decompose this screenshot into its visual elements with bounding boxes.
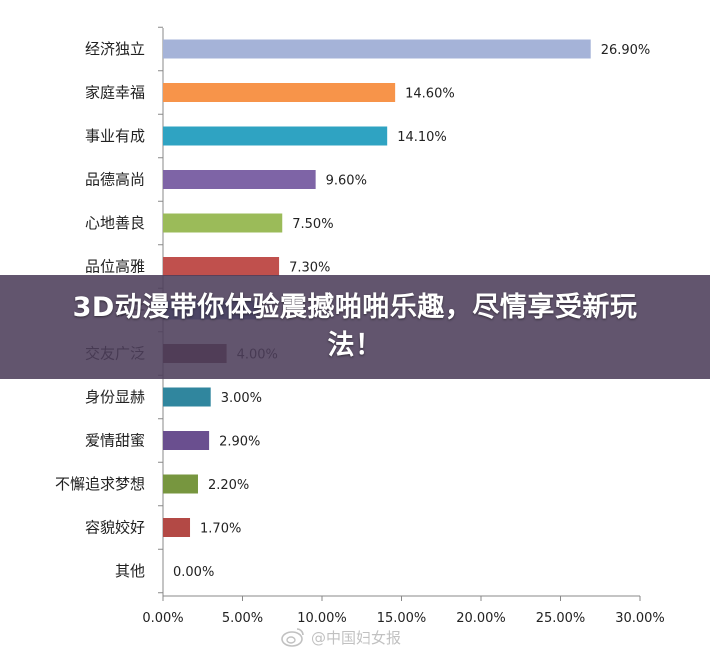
bar [163, 257, 280, 276]
category-label: 品德高尚 [85, 171, 145, 189]
value-label: 2.20% [208, 478, 249, 493]
x-tick-label: 20.00% [456, 611, 506, 626]
category-label: 身份显赫 [85, 388, 145, 406]
bar [163, 431, 210, 450]
category-label: 心地善良 [85, 214, 145, 232]
bar [163, 83, 396, 102]
banner-title: 3D动漫带你体验震撼啪啪乐趣，尽情享受新玩法！ [72, 292, 638, 361]
category-label: 品位高雅 [85, 258, 145, 276]
value-label: 3.00% [221, 391, 262, 406]
category-label: 不懈追求梦想 [55, 475, 145, 493]
x-tick-label: 15.00% [377, 611, 427, 626]
value-label: 2.90% [219, 435, 260, 450]
value-label: 1.70% [200, 522, 241, 537]
bar [163, 213, 283, 233]
bar [163, 387, 211, 407]
value-label: 9.60% [326, 174, 367, 189]
x-tick-label: 30.00% [615, 611, 665, 626]
value-label: 7.50% [292, 217, 333, 232]
weibo-icon [281, 628, 304, 647]
value-label: 26.90% [601, 43, 651, 58]
watermark-text: @中国妇女报 [311, 628, 402, 647]
category-label: 经济独立 [85, 40, 145, 58]
value-label: 7.30% [289, 261, 330, 276]
value-label: 14.60% [405, 87, 455, 102]
x-tick-label: 10.00% [297, 611, 347, 626]
x-tick-label: 25.00% [536, 611, 586, 626]
bar [163, 126, 388, 146]
bar [163, 474, 198, 494]
category-label: 家庭幸福 [85, 84, 145, 102]
title-banner: 3D动漫带你体验震撼啪啪乐趣，尽情享受新玩法！ [0, 275, 710, 379]
category-label: 容貌姣好 [85, 519, 145, 537]
category-label: 事业有成 [85, 127, 145, 145]
x-tick-label: 0.00% [142, 611, 183, 626]
category-label: 爱情甜蜜 [85, 432, 145, 450]
bar [163, 39, 591, 59]
value-label: 0.00% [173, 565, 214, 580]
category-label: 其他 [115, 562, 145, 580]
value-label: 14.10% [397, 130, 447, 145]
x-tick-label: 5.00% [222, 611, 263, 626]
bar [163, 170, 316, 189]
bar [163, 518, 191, 537]
watermark: @中国妇女报 [281, 626, 401, 648]
